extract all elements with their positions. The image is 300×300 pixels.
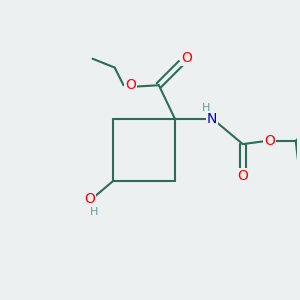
Text: H: H: [202, 103, 211, 113]
Text: N: N: [207, 112, 217, 126]
Text: O: O: [237, 169, 248, 183]
Text: H: H: [90, 207, 98, 218]
Text: O: O: [181, 51, 192, 65]
Text: O: O: [84, 192, 95, 206]
Text: O: O: [264, 134, 275, 148]
Text: O: O: [125, 78, 136, 92]
